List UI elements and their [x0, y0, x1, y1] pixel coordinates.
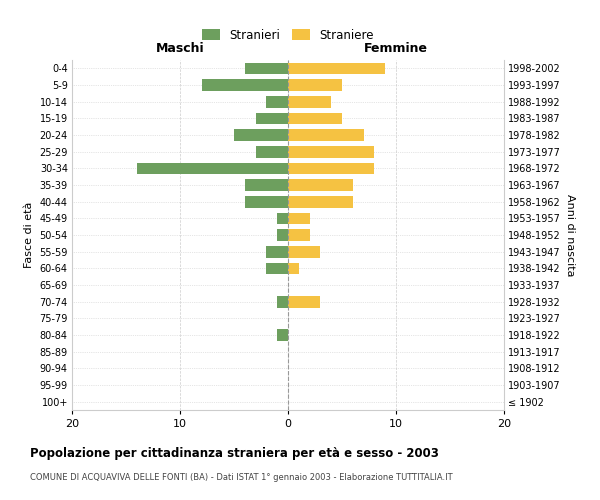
Bar [288, 179, 353, 191]
Bar [245, 62, 288, 74]
Bar [288, 162, 374, 174]
Bar [245, 196, 288, 207]
Bar [288, 129, 364, 141]
Y-axis label: Fasce di età: Fasce di età [24, 202, 34, 268]
Text: Popolazione per cittadinanza straniera per età e sesso - 2003: Popolazione per cittadinanza straniera p… [30, 448, 439, 460]
Bar [256, 112, 288, 124]
Bar [277, 229, 288, 241]
Bar [266, 262, 288, 274]
Bar [288, 262, 299, 274]
Bar [137, 162, 288, 174]
Text: Femmine: Femmine [364, 42, 428, 55]
Bar [288, 112, 342, 124]
Bar [277, 212, 288, 224]
Bar [288, 196, 353, 207]
Bar [288, 62, 385, 74]
Y-axis label: Anni di nascita: Anni di nascita [565, 194, 575, 276]
Bar [245, 179, 288, 191]
Bar [288, 79, 342, 91]
Bar [277, 296, 288, 308]
Legend: Stranieri, Straniere: Stranieri, Straniere [197, 24, 379, 46]
Text: COMUNE DI ACQUAVIVA DELLE FONTI (BA) - Dati ISTAT 1° gennaio 2003 - Elaborazione: COMUNE DI ACQUAVIVA DELLE FONTI (BA) - D… [30, 472, 452, 482]
Bar [288, 296, 320, 308]
Bar [288, 229, 310, 241]
Bar [288, 96, 331, 108]
Bar [288, 246, 320, 258]
Bar [256, 146, 288, 158]
Bar [234, 129, 288, 141]
Bar [288, 212, 310, 224]
Bar [202, 79, 288, 91]
Text: Maschi: Maschi [155, 42, 205, 55]
Bar [266, 96, 288, 108]
Bar [288, 146, 374, 158]
Bar [277, 329, 288, 341]
Bar [266, 246, 288, 258]
